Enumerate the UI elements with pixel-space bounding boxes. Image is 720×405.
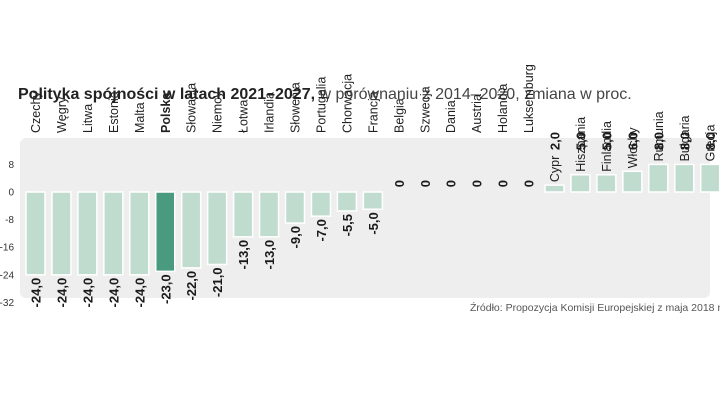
category-label: Holandia (496, 84, 510, 133)
chart-title: Polityka spójności w latach 2021–2027, w… (18, 86, 632, 104)
value-label: -23,0 (158, 274, 173, 304)
bar-23 (622, 170, 643, 193)
value-label: 6,0 (625, 132, 640, 150)
bar-7 (206, 191, 228, 266)
category-label: Szwecja (418, 86, 432, 133)
value-label: -5,5 (340, 214, 355, 236)
value-label: -21,0 (210, 267, 225, 297)
bar-2 (77, 191, 98, 276)
category-label: Irlandia (263, 92, 277, 133)
value-label: 0 (392, 180, 407, 187)
value-label: 0 (470, 180, 485, 187)
source-note: Źródło: Propozycja Komisji Europejskiej … (470, 302, 720, 314)
value-label: 5,0 (573, 132, 588, 150)
category-label: Rumunia (652, 111, 666, 161)
y-tick-label: -8 (5, 215, 14, 226)
bar-1 (51, 191, 72, 276)
bar-21 (570, 174, 591, 193)
bar-3 (103, 191, 124, 276)
value-label: -13,0 (262, 240, 277, 270)
bar-8 (232, 191, 254, 238)
category-label: Hiszpania (574, 117, 588, 172)
value-label: -24,0 (80, 278, 95, 308)
bar-9 (258, 191, 280, 238)
value-labels: -24,0 -24,0 -24,0 -24,0 -24,0 -23,0 -22,0 -21,0… (29, 132, 719, 307)
value-label: 0 (522, 180, 537, 187)
category-label: Finlandia (600, 121, 614, 172)
category-label: Austria (470, 94, 484, 133)
category-label: Estonia (107, 91, 121, 133)
y-tick-label: 0 (8, 188, 14, 199)
bar-6 (180, 191, 202, 269)
value-label: -24,0 (132, 278, 147, 308)
value-label: 2,0 (548, 132, 563, 150)
title-subtitle: w porównaniu z 2014–2020, zmiana w proc. (319, 86, 632, 103)
bar-0 (25, 191, 46, 276)
category-label: Dania (444, 100, 458, 133)
category-label: Litwa (81, 104, 95, 133)
y-tick-label: 8 (8, 160, 14, 171)
category-labels: Czechy Węgry Litwa Estonia Malta Polska Słowac… (29, 64, 718, 182)
value-label: -13,0 (236, 240, 251, 270)
category-label: Słowacja (185, 83, 199, 133)
category-label: Łotwa (237, 100, 251, 133)
category-label: Czechy (29, 91, 43, 133)
category-label: Bułgaria (678, 115, 692, 161)
bar-4 (129, 191, 150, 276)
category-label: Słowenia (289, 82, 303, 133)
value-label: -24,0 (29, 278, 44, 308)
value-label: -5,0 (366, 212, 381, 234)
y-tick-label: -24 (0, 270, 14, 281)
y-tick-label: -32 (0, 298, 14, 309)
category-label: Malta (133, 102, 147, 133)
bar-12 (336, 191, 358, 212)
y-axis: 8 0 -8 -16 -24 -32 (0, 160, 14, 309)
category-label: Węgry (55, 96, 69, 133)
value-label: 8,0 (651, 132, 666, 150)
category-label: Francja (366, 91, 380, 133)
bar-26 (699, 163, 720, 193)
category-label: Grecja (704, 125, 718, 162)
value-label: 0 (496, 180, 511, 187)
value-label: -22,0 (184, 271, 199, 301)
value-label: 8,0 (703, 132, 718, 150)
category-label: Cypr (548, 156, 562, 182)
bar-25 (674, 163, 695, 193)
bar-24 (648, 163, 669, 193)
bar-10 (284, 191, 306, 224)
category-label: Włochy (626, 127, 640, 169)
bars (25, 163, 720, 276)
value-label: -24,0 (106, 278, 121, 308)
title-bold: Polityka spójności w latach 2021–2027, (18, 86, 316, 103)
y-tick-label: -16 (0, 243, 14, 254)
category-label: Polska (159, 92, 173, 133)
category-label: Belgia (392, 98, 406, 133)
value-label: 0 (418, 180, 433, 187)
category-label: Portugalia (314, 77, 328, 133)
category-label: Luksemburg (522, 64, 536, 133)
bar-22 (596, 174, 617, 193)
value-label: 5,0 (599, 132, 614, 150)
value-label: -7,0 (314, 219, 329, 241)
bar-5 (155, 191, 176, 273)
value-label: 8,0 (677, 132, 692, 150)
value-label: -24,0 (54, 278, 69, 308)
value-label: -9,0 (288, 226, 303, 248)
bar-20 (544, 184, 565, 193)
category-label: Chorwacja (340, 74, 354, 133)
bar-11 (310, 191, 332, 217)
category-label: Niemcy (211, 91, 225, 133)
value-label: 0 (444, 180, 459, 187)
bar-13 (362, 191, 384, 210)
